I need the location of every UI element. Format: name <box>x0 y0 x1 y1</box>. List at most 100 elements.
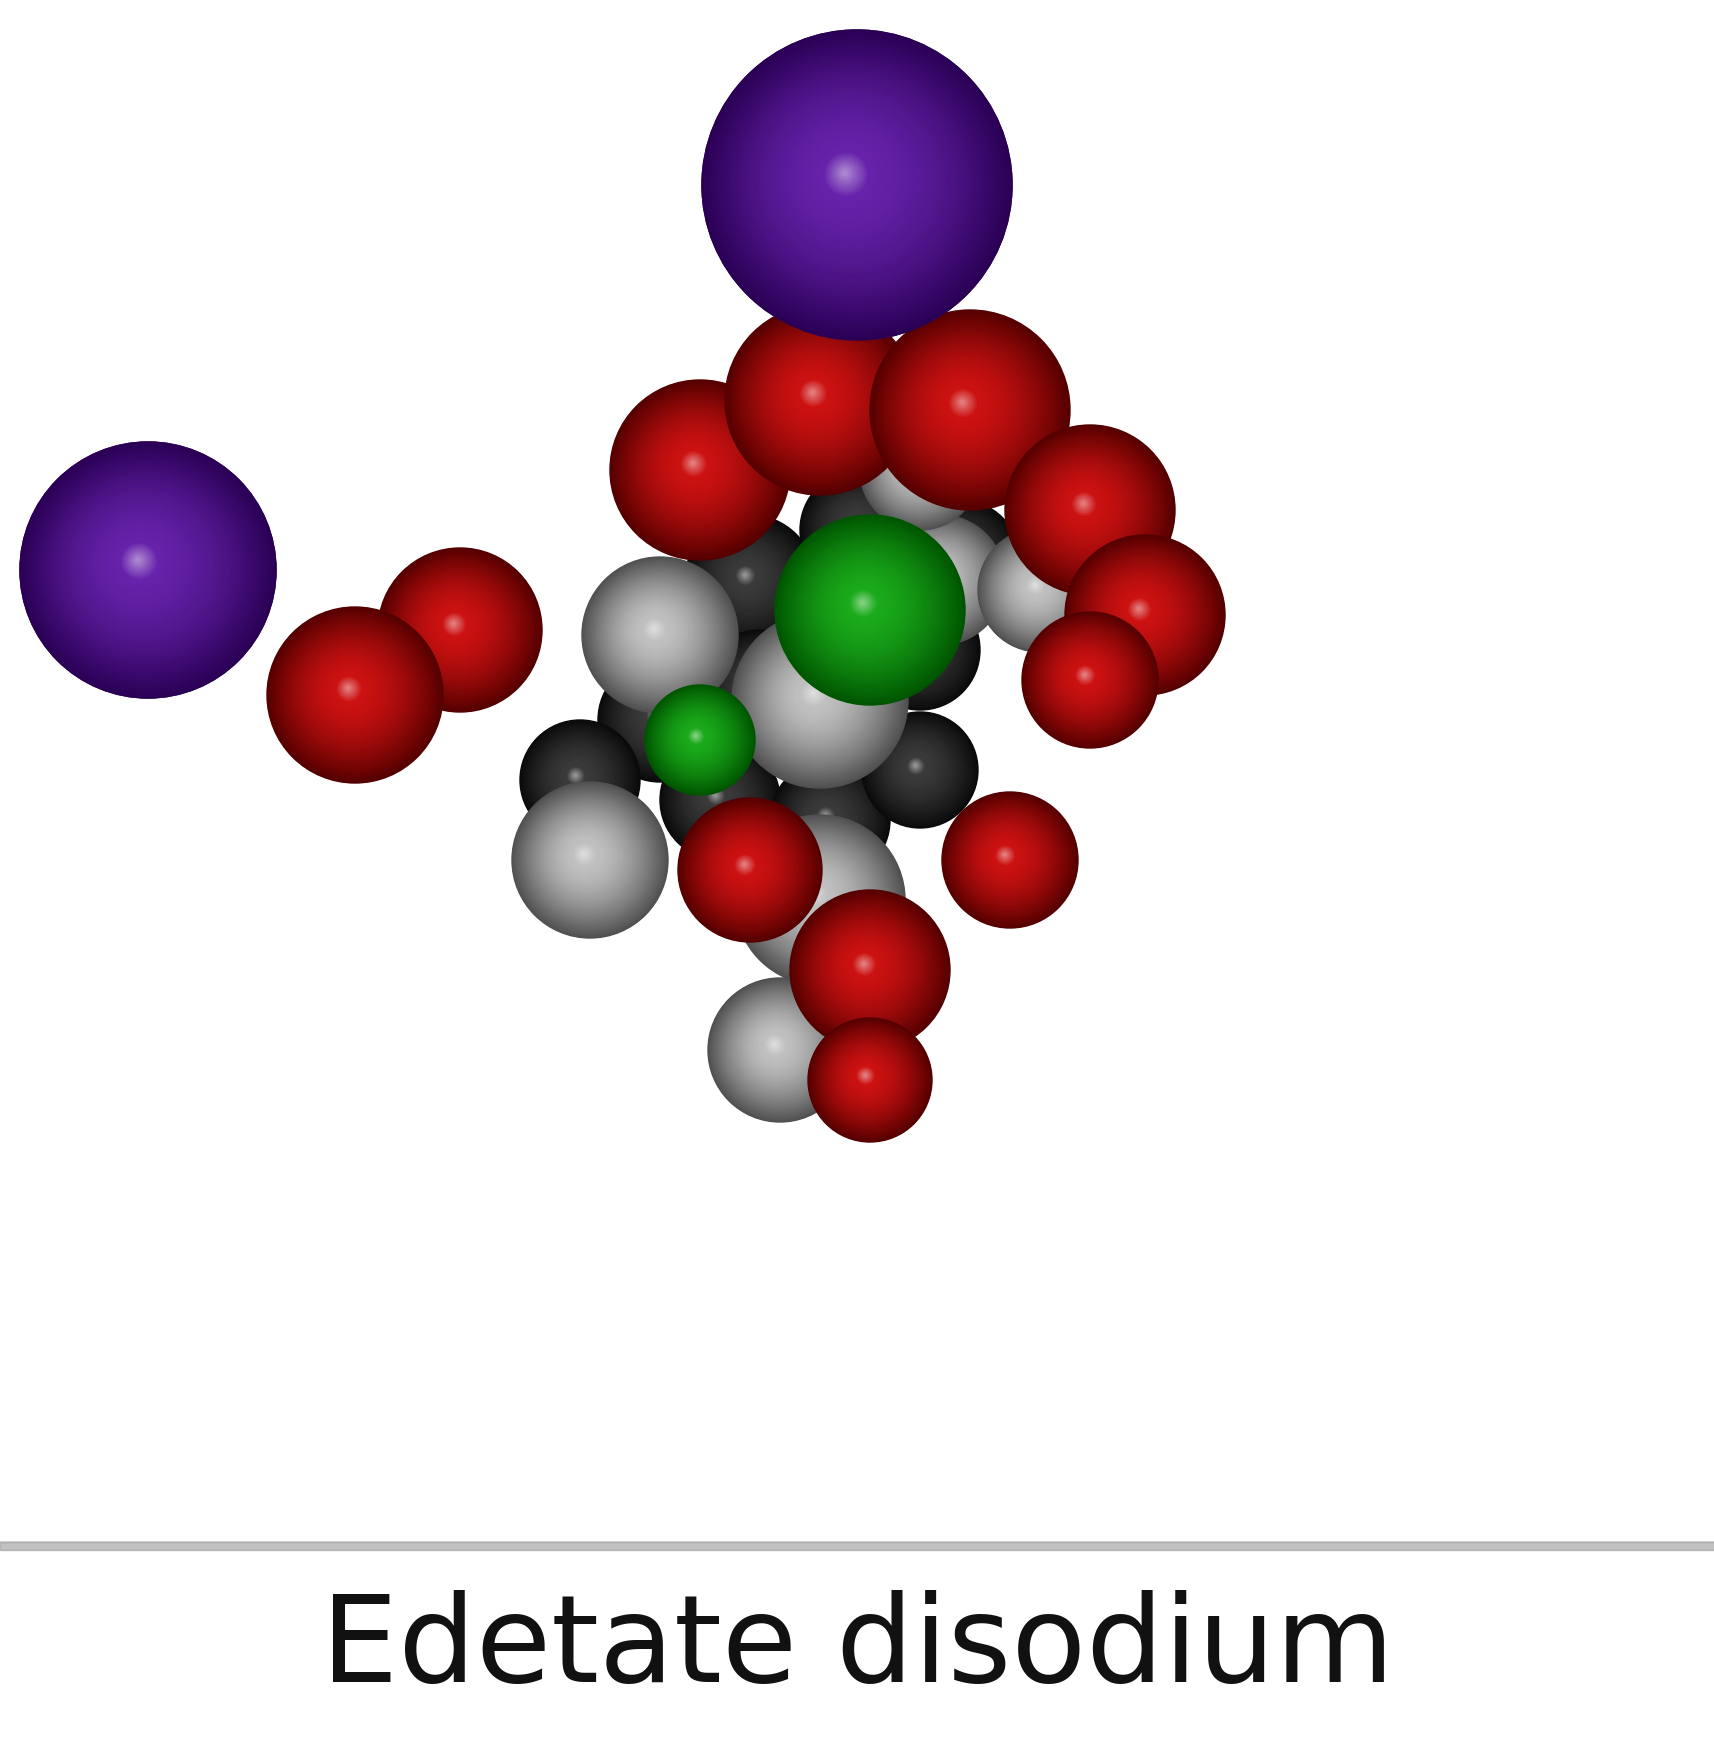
Circle shape <box>1133 603 1143 614</box>
Bar <box>0 1543 1714 1547</box>
Circle shape <box>739 860 749 869</box>
Circle shape <box>833 542 926 636</box>
Circle shape <box>914 645 915 647</box>
Circle shape <box>924 524 991 591</box>
Circle shape <box>632 404 763 533</box>
Circle shape <box>41 463 250 673</box>
Circle shape <box>1032 582 1037 589</box>
Circle shape <box>626 397 770 540</box>
Circle shape <box>792 893 946 1047</box>
Circle shape <box>1027 617 1152 741</box>
Circle shape <box>943 383 984 423</box>
Circle shape <box>812 633 862 682</box>
Circle shape <box>965 816 1049 900</box>
Circle shape <box>804 544 931 671</box>
Circle shape <box>768 848 866 947</box>
Circle shape <box>1061 652 1111 701</box>
Circle shape <box>759 640 876 757</box>
Circle shape <box>771 652 862 743</box>
Circle shape <box>125 547 151 573</box>
Circle shape <box>782 773 874 865</box>
Circle shape <box>787 367 842 421</box>
Circle shape <box>1116 587 1164 635</box>
Circle shape <box>708 979 850 1120</box>
Circle shape <box>783 774 874 864</box>
Bar <box>0 1543 1714 1547</box>
Circle shape <box>734 855 756 876</box>
Circle shape <box>895 745 939 790</box>
Bar <box>0 1543 1714 1547</box>
Circle shape <box>857 566 896 607</box>
Circle shape <box>862 413 977 528</box>
Circle shape <box>797 787 859 850</box>
Circle shape <box>415 584 499 669</box>
Circle shape <box>734 853 758 877</box>
Circle shape <box>396 566 521 692</box>
Circle shape <box>785 664 845 725</box>
Circle shape <box>1013 563 1059 610</box>
Circle shape <box>956 806 1061 911</box>
Circle shape <box>912 512 1004 605</box>
Circle shape <box>739 320 898 477</box>
Circle shape <box>992 542 1085 635</box>
Circle shape <box>951 552 958 559</box>
Circle shape <box>651 711 660 720</box>
Circle shape <box>763 844 871 951</box>
Circle shape <box>785 365 845 425</box>
Circle shape <box>682 802 816 937</box>
Circle shape <box>751 631 886 766</box>
Circle shape <box>1076 547 1210 680</box>
Circle shape <box>917 558 955 594</box>
Circle shape <box>732 1002 823 1094</box>
Circle shape <box>956 397 967 407</box>
Circle shape <box>698 818 799 919</box>
Circle shape <box>1095 566 1188 659</box>
Circle shape <box>864 715 974 825</box>
Circle shape <box>57 479 231 654</box>
Circle shape <box>773 764 884 876</box>
Circle shape <box>821 493 893 565</box>
Circle shape <box>626 601 686 661</box>
Circle shape <box>617 678 698 759</box>
Circle shape <box>843 944 886 986</box>
Circle shape <box>602 662 716 778</box>
Circle shape <box>778 769 879 871</box>
Circle shape <box>655 425 735 507</box>
Circle shape <box>881 432 955 505</box>
Circle shape <box>914 554 958 598</box>
Circle shape <box>919 519 998 598</box>
Circle shape <box>845 946 884 986</box>
Circle shape <box>667 706 728 769</box>
Circle shape <box>716 547 776 608</box>
Circle shape <box>22 444 274 696</box>
Circle shape <box>627 689 686 746</box>
Circle shape <box>1076 666 1094 685</box>
Circle shape <box>442 612 466 636</box>
Circle shape <box>975 825 1039 888</box>
Circle shape <box>905 454 927 477</box>
Bar <box>0 1542 1714 1545</box>
Circle shape <box>920 521 994 594</box>
Circle shape <box>321 661 379 720</box>
Circle shape <box>920 360 1010 451</box>
Circle shape <box>1080 671 1088 680</box>
Circle shape <box>1011 432 1167 587</box>
Circle shape <box>317 657 384 724</box>
Circle shape <box>871 601 965 696</box>
Circle shape <box>691 461 694 465</box>
Circle shape <box>567 767 583 783</box>
Circle shape <box>689 809 809 928</box>
Circle shape <box>998 848 1011 862</box>
Circle shape <box>711 982 847 1117</box>
Circle shape <box>828 1038 908 1119</box>
Circle shape <box>684 764 751 832</box>
Circle shape <box>1034 624 1143 734</box>
Circle shape <box>824 565 907 647</box>
Circle shape <box>931 531 982 584</box>
Circle shape <box>876 607 960 690</box>
Circle shape <box>902 544 972 612</box>
Circle shape <box>800 900 936 1037</box>
Circle shape <box>835 1045 900 1110</box>
Bar <box>0 1542 1714 1545</box>
Circle shape <box>1039 629 1136 727</box>
